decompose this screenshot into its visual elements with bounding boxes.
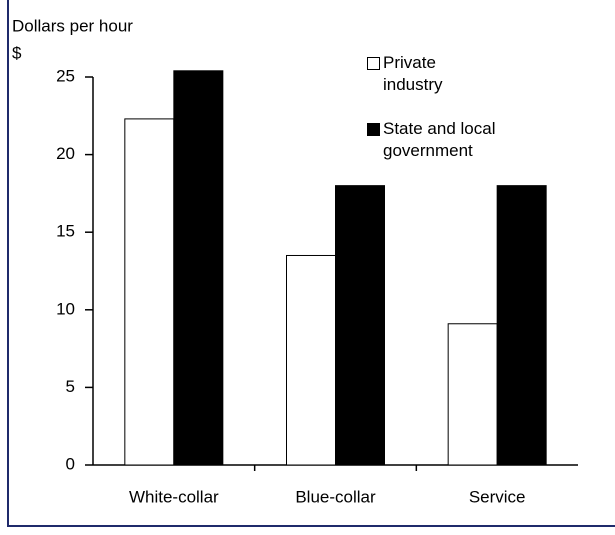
y-tick-label: 15 xyxy=(56,222,75,241)
bar xyxy=(335,185,385,466)
legend-swatch xyxy=(367,123,380,136)
y-tick-label: 25 xyxy=(56,66,75,85)
y-tick-label: 10 xyxy=(56,299,75,318)
legend-label: State and local government xyxy=(383,119,496,160)
x-tick-label: Service xyxy=(469,487,526,506)
legend-label: Private industry xyxy=(383,53,443,94)
bar xyxy=(496,185,547,466)
y-tick-label: 5 xyxy=(66,377,75,396)
y-tick-label: 0 xyxy=(66,454,75,473)
bar xyxy=(124,118,175,466)
bar xyxy=(173,70,224,466)
y-axis-unit: $ xyxy=(12,43,22,62)
y-axis-label: Dollars per hour xyxy=(12,16,133,35)
bar xyxy=(447,323,498,466)
x-tick-label: Blue-collar xyxy=(295,487,376,506)
bar xyxy=(286,254,336,466)
legend-swatch xyxy=(367,57,380,70)
y-tick-label: 20 xyxy=(56,144,75,163)
x-tick-label: White-collar xyxy=(129,487,219,506)
